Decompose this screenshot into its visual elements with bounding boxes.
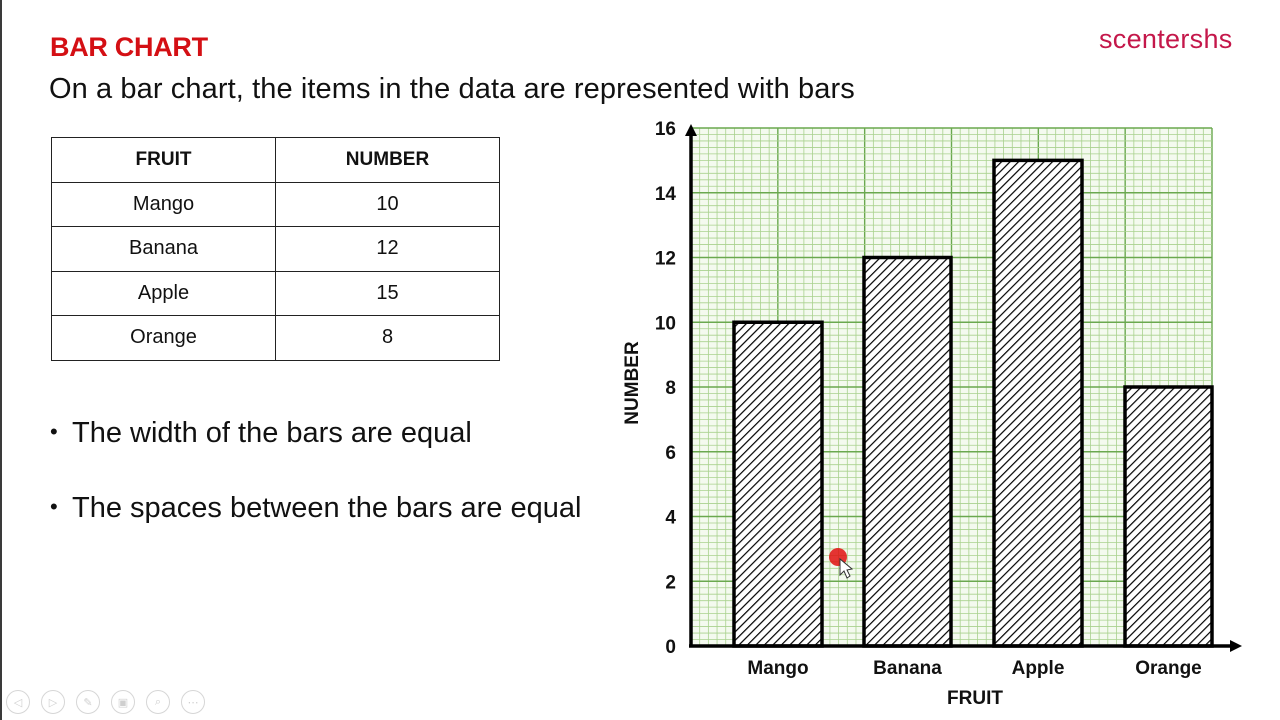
y-tick-label: 12 [655, 249, 676, 270]
slide-title: BAR CHART [50, 32, 208, 62]
next-slide-button[interactable]: ▷ [41, 690, 65, 714]
fruit-data-table: FRUIT NUMBER Mango 10 Banana 12 Apple 15… [51, 137, 500, 361]
x-tick-label: Banana [873, 658, 942, 679]
cell-fruit: Apple [51, 270, 276, 316]
zoom-button[interactable]: ⌕ [146, 690, 170, 714]
bar-mango [732, 320, 824, 648]
magnifier-icon: ⌕ [154, 695, 162, 708]
cell-number: 10 [275, 181, 500, 227]
slideshow-controls: ◁ ▷ ✎ ▣ ⌕ ⋯ [6, 690, 205, 714]
more-options-button[interactable]: ⋯ [181, 690, 205, 714]
slide-sorter-button[interactable]: ▣ [111, 690, 135, 714]
mouse-cursor-icon [839, 557, 854, 579]
x-tick-label: Orange [1135, 658, 1202, 679]
bullet-point: • The spaces between the bars are equal [50, 492, 581, 525]
table-row: Banana 12 [51, 226, 500, 272]
bullet-point: • The width of the bars are equal [50, 417, 472, 450]
cell-number: 8 [275, 315, 500, 361]
pen-button[interactable]: ✎ [76, 690, 100, 714]
bullet-text: The width of the bars are equal [72, 417, 472, 449]
pen-icon: ✎ [83, 696, 93, 709]
table-row: Orange 8 [51, 315, 500, 361]
next-icon: ▷ [48, 696, 58, 709]
bar-apple [992, 158, 1084, 648]
slide-sorter-icon: ▣ [117, 696, 129, 709]
y-tick-label: 8 [665, 378, 676, 399]
y-tick-label: 10 [655, 313, 676, 334]
table-row: Apple 15 [51, 270, 500, 316]
y-tick-label: 2 [665, 572, 676, 593]
axis-labels: 0 2 4 6 8 10 12 14 16 Mango Banana Apple Orange FRUIT… [622, 119, 1202, 709]
y-tick-label: 4 [665, 508, 676, 529]
cell-fruit: Orange [51, 315, 276, 361]
bar-banana [862, 255, 953, 648]
x-tick-label: Apple [1012, 658, 1065, 679]
axes [685, 124, 1242, 652]
y-tick-label: 14 [655, 184, 677, 205]
cell-number: 12 [275, 226, 500, 272]
table-row: Mango 10 [51, 181, 500, 227]
x-axis-title: FRUIT [947, 688, 1003, 709]
bullet-dot-icon: • [50, 419, 58, 444]
y-axis-title: NUMBER [622, 341, 643, 425]
bullet-text: The spaces between the bars are equal [72, 492, 582, 524]
bar-orange [1123, 385, 1214, 648]
previous-slide-button[interactable]: ◁ [6, 690, 30, 714]
cell-fruit: Mango [51, 181, 276, 227]
bullet-dot-icon: • [50, 494, 58, 519]
y-tick-label: 0 [665, 637, 676, 658]
x-tick-label: Mango [747, 658, 808, 679]
cell-fruit: Banana [51, 226, 276, 272]
slide-subtitle: On a bar chart, the items in the data ar… [49, 73, 855, 105]
slide-left-border [0, 0, 2, 720]
previous-icon: ◁ [13, 696, 23, 709]
y-tick-label: 6 [665, 443, 676, 464]
bars [732, 158, 1214, 648]
ellipsis-icon: ⋯ [187, 696, 199, 709]
y-tick-label: 16 [655, 119, 676, 140]
brand-logo: scentershs [1099, 24, 1233, 54]
